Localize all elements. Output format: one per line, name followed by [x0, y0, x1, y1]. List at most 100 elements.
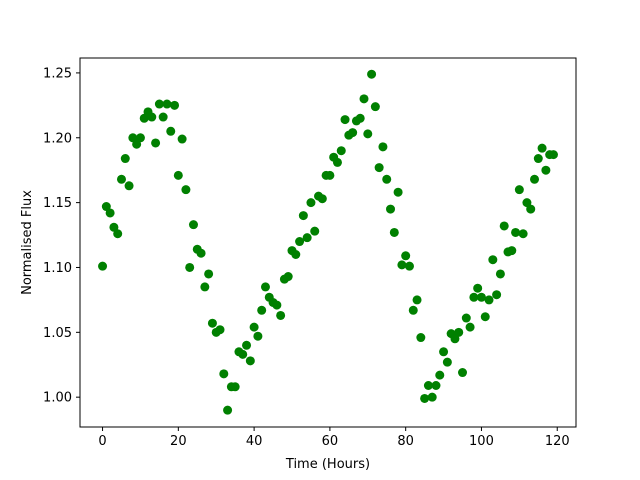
- data-point: [541, 165, 551, 175]
- data-point: [367, 69, 377, 79]
- data-point: [120, 154, 130, 164]
- plot-frame: [79, 57, 577, 428]
- data-point: [427, 392, 437, 402]
- data-point: [135, 133, 145, 143]
- data-point: [495, 269, 505, 279]
- data-point: [473, 283, 483, 293]
- data-point: [147, 112, 157, 122]
- data-point: [416, 333, 426, 343]
- data-point: [340, 115, 350, 125]
- y-tick-label: 1.20: [43, 131, 72, 146]
- data-point: [522, 198, 532, 208]
- data-point: [295, 237, 305, 247]
- data-point: [484, 295, 494, 305]
- data-point: [355, 113, 365, 123]
- data-point: [420, 393, 430, 403]
- data-point: [423, 381, 433, 390]
- data-point: [113, 229, 123, 239]
- data-point: [393, 187, 403, 197]
- data-point: [132, 139, 142, 149]
- y-tick-label: 1.00: [43, 391, 72, 406]
- data-point: [188, 220, 198, 230]
- data-point: [242, 340, 252, 350]
- x-tick-label: 120: [545, 434, 570, 449]
- data-point: [291, 250, 301, 259]
- data-point: [200, 282, 210, 292]
- data-point: [215, 325, 225, 335]
- x-tick-label: 60: [322, 434, 339, 449]
- data-point: [173, 170, 183, 180]
- data-point: [181, 185, 191, 195]
- data-point: [548, 150, 558, 160]
- data-point: [219, 369, 229, 379]
- data-point: [363, 129, 373, 139]
- data-point: [439, 347, 449, 357]
- data-point: [533, 154, 543, 164]
- data-point: [116, 174, 126, 184]
- data-point: [514, 185, 524, 195]
- data-point: [306, 198, 316, 208]
- data-point: [348, 128, 358, 138]
- data-point: [283, 272, 293, 282]
- data-point: [325, 170, 335, 180]
- data-point: [450, 334, 460, 344]
- data-point: [408, 305, 418, 315]
- data-point: [260, 282, 270, 292]
- data-point: [370, 102, 380, 112]
- data-point: [412, 295, 422, 305]
- data-point: [253, 331, 263, 341]
- data-point: [128, 133, 138, 143]
- data-point: [162, 99, 172, 109]
- data-point: [196, 248, 206, 258]
- data-points: [98, 69, 558, 415]
- data-point: [154, 99, 164, 109]
- y-tick-label: 1.05: [43, 326, 72, 341]
- data-point: [185, 262, 195, 272]
- y-axis-ticks: 1.00 1.05 1.10 1.15 1.20 1.25: [43, 66, 80, 406]
- data-point: [374, 163, 384, 173]
- data-point: [458, 368, 468, 378]
- y-tick-label: 1.15: [43, 196, 72, 211]
- x-tick-label: 0: [98, 434, 106, 449]
- data-point: [158, 112, 168, 122]
- data-point: [257, 305, 267, 315]
- data-point: [488, 255, 498, 265]
- data-point: [461, 313, 471, 323]
- y-axis-label: Normalised Flux: [20, 190, 35, 295]
- data-point: [109, 222, 119, 232]
- data-point: [476, 292, 486, 302]
- data-point: [204, 269, 214, 279]
- data-point: [249, 322, 259, 332]
- data-point: [431, 381, 441, 390]
- data-point: [302, 233, 312, 243]
- data-point: [101, 202, 111, 212]
- data-point: [389, 227, 399, 237]
- data-point: [124, 181, 134, 191]
- x-tick-label: 100: [469, 434, 494, 449]
- data-point: [223, 405, 233, 415]
- data-point: [230, 382, 240, 392]
- data-point: [480, 312, 490, 322]
- data-point: [151, 138, 161, 148]
- data-point: [386, 204, 396, 214]
- data-point: [397, 260, 407, 270]
- x-axis-ticks: 0 20 40 60 80 100 120: [98, 427, 570, 449]
- x-tick-label: 20: [170, 434, 187, 449]
- x-tick-label: 40: [246, 434, 263, 449]
- data-point: [105, 208, 115, 218]
- data-point: [359, 94, 369, 104]
- y-tick-label: 1.10: [43, 261, 72, 276]
- data-point: [98, 261, 108, 271]
- data-point: [526, 204, 536, 214]
- data-point: [401, 251, 411, 261]
- data-point: [454, 327, 464, 337]
- data-point: [238, 349, 248, 359]
- data-point: [207, 318, 217, 328]
- data-point: [139, 113, 149, 123]
- data-point: [530, 174, 540, 184]
- data-point: [177, 134, 187, 144]
- data-point: [276, 310, 286, 320]
- data-point: [442, 357, 452, 367]
- data-point: [378, 142, 388, 152]
